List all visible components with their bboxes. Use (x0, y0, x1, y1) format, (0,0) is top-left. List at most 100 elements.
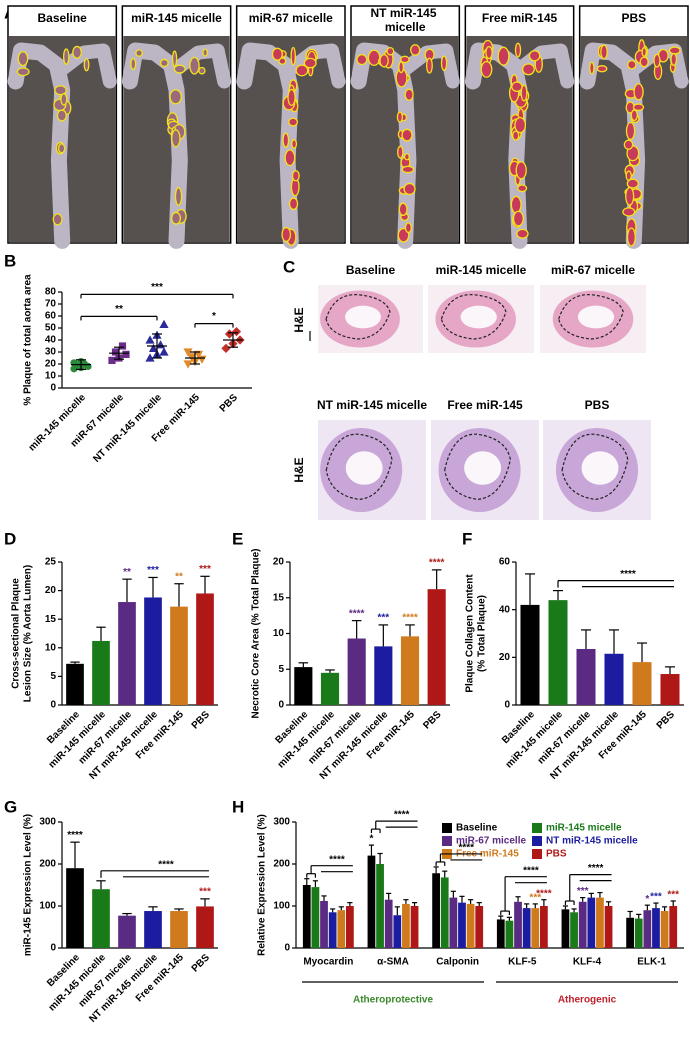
panel-label: H (232, 797, 244, 816)
plaque-outline (325, 433, 393, 501)
bar (92, 889, 110, 948)
histology-image (431, 420, 539, 520)
bar (531, 908, 540, 948)
panel-label: D (4, 529, 16, 548)
significance-label: ** (115, 304, 123, 315)
plaque-stain (627, 59, 637, 70)
bar (604, 906, 613, 948)
plaque-stain (397, 145, 404, 159)
bar (328, 912, 337, 948)
plaque-stain (425, 57, 433, 74)
plaque-stain (135, 49, 143, 57)
group-label: Atheroprotective (353, 995, 433, 1006)
bar (466, 903, 475, 948)
bar (634, 918, 643, 948)
bar (144, 597, 162, 705)
legend-swatch (532, 836, 542, 846)
plaque-stain (401, 128, 413, 142)
x-tick-label: Myocardin (303, 957, 353, 968)
aorta-image (350, 5, 461, 249)
plaque-stain (189, 56, 200, 75)
image-label: NT miR-145 micelle (370, 6, 439, 34)
x-tick-label: PBS (655, 709, 678, 732)
plaque-stain (404, 88, 414, 101)
y-tick-label: 300 (273, 817, 290, 828)
plaque-stain (403, 153, 410, 161)
y-tick-label: 20 (499, 652, 511, 663)
legend-label: miR-145 micelle (546, 823, 622, 834)
group-label: Atherogenic (558, 995, 617, 1006)
aorta (512, 43, 575, 89)
bar (92, 640, 110, 705)
data-point (108, 356, 116, 364)
plaque-stain (62, 48, 70, 65)
plaque-stain (130, 57, 137, 70)
plaque-stain (639, 56, 649, 68)
significance-label: *** (151, 282, 163, 293)
significance-label: ** (123, 567, 131, 578)
plaque-stain (72, 45, 82, 59)
plaque-stain (171, 50, 178, 67)
y-axis-title: Plaque Collagen Content (465, 574, 476, 693)
aorta-image (7, 5, 118, 249)
bar (520, 604, 540, 705)
data-point (159, 319, 169, 328)
bar (393, 915, 402, 948)
plaque-stain (52, 213, 63, 226)
plaque-stain (641, 47, 647, 57)
data-point (183, 348, 193, 357)
image-label: PBS (585, 398, 610, 412)
bar (540, 906, 548, 948)
significance-label: **** (67, 830, 83, 841)
plaque-stain (521, 63, 535, 76)
significance-label: **** (429, 558, 445, 569)
y-axis-title: (% Total Plaque) (477, 595, 488, 672)
y-tick-label: 100 (273, 901, 290, 912)
y-tick-label: 0 (278, 700, 284, 711)
text-line: NT miR-145 (370, 6, 439, 20)
legend-swatch (532, 849, 542, 859)
plaque-stain (511, 81, 523, 93)
significance-label: **** (349, 608, 365, 619)
bar (337, 910, 346, 948)
plaque-stain (497, 46, 510, 66)
y-tick-label: 10 (45, 642, 57, 653)
plaque-stain (623, 139, 634, 150)
plaque-stain (17, 51, 29, 67)
bar (652, 908, 660, 948)
bar (170, 911, 188, 948)
bar (376, 864, 384, 948)
bar (196, 593, 214, 705)
panel-label: G (4, 797, 17, 816)
significance-label: **** (329, 854, 345, 865)
bar (410, 906, 419, 948)
plaque-stain (16, 67, 30, 77)
bar (458, 902, 466, 948)
plaque-stain (288, 197, 299, 211)
plaque-stain (516, 228, 529, 239)
image-label: Free miR-145 (447, 398, 523, 412)
histology-image (318, 420, 426, 520)
aorta (283, 43, 346, 89)
plaque-stain (596, 65, 608, 73)
y-axis-title: Cross-sectional Plaque (11, 578, 22, 689)
legend-swatch (442, 823, 452, 833)
x-tick-label: NT miR-145 micelle (91, 392, 164, 465)
plaque-stain (284, 149, 296, 167)
histology-image (428, 285, 534, 353)
significance-label: **** (588, 863, 604, 874)
y-tick-label: 80 (45, 287, 57, 298)
bar (320, 900, 328, 948)
significance-label: **** (402, 613, 418, 624)
plaque-stain (54, 85, 67, 96)
plaque-stain (396, 111, 404, 123)
y-tick-label: 0 (50, 383, 56, 394)
y-tick-label: 0 (50, 943, 56, 954)
y-axis-title: Relative Expression Level (%) (257, 814, 268, 956)
lumen (577, 305, 615, 329)
x-tick-label: Calponin (436, 957, 479, 968)
histology-image (540, 285, 646, 353)
data-point (183, 360, 193, 369)
y-tick-label: 30 (45, 347, 57, 358)
plaque-outline (444, 433, 511, 501)
